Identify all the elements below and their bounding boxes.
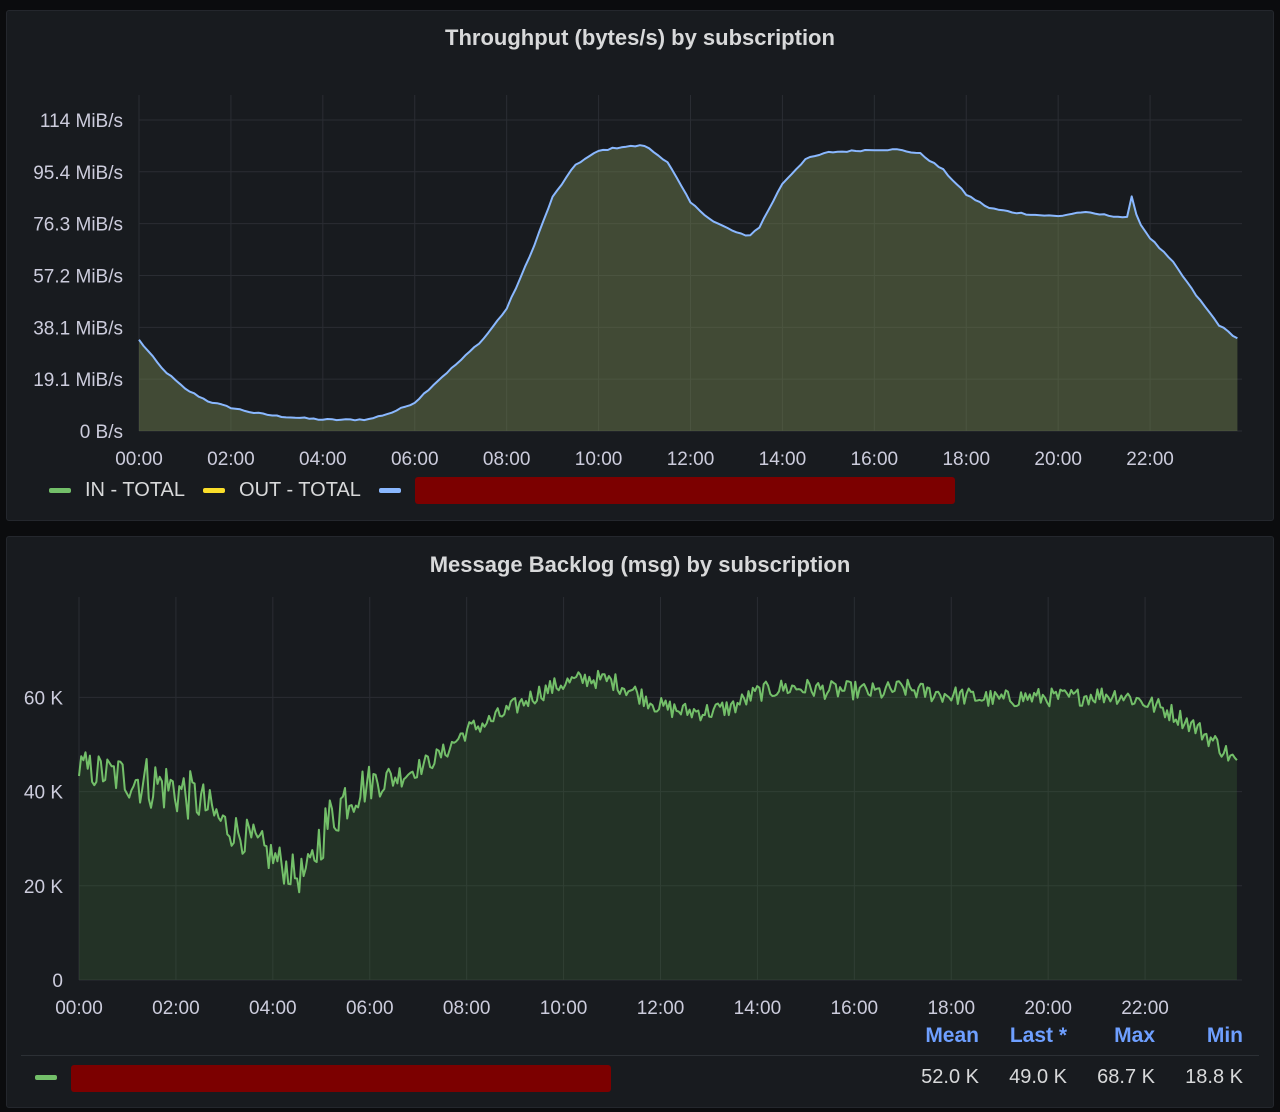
series-line: [78, 669, 1238, 894]
x-tick-label: 10:00: [540, 998, 588, 1019]
x-tick-label: 10:00: [575, 449, 623, 470]
stat-min: 18.8 K: [1185, 1066, 1243, 1088]
y-tick-label: 76.3 MiB/s: [33, 215, 123, 236]
legend-swatch: [378, 488, 401, 493]
x-tick-label: 06:00: [391, 449, 439, 470]
x-tick-label: 08:00: [483, 449, 531, 470]
x-tick-label: 20:00: [1024, 998, 1072, 1019]
stat-header-mean[interactable]: Mean: [925, 1024, 979, 1047]
throughput-legend: IN - TOTAL OUT - TOTAL: [49, 477, 973, 504]
x-tick-label: 16:00: [831, 998, 879, 1019]
y-tick-label: 19.1 MiB/s: [33, 370, 123, 391]
y-tick-label: 57.2 MiB/s: [33, 266, 123, 287]
x-tick-label: 20:00: [1034, 449, 1082, 470]
legend-item-in-total[interactable]: IN - TOTAL: [49, 479, 185, 502]
x-tick-label: 00:00: [55, 998, 103, 1019]
x-tick-label: 16:00: [851, 449, 899, 470]
stat-mean: 52.0 K: [921, 1066, 979, 1088]
backlog-chart: 0 20 K 40 K 60 K 00:00 02:00 04:00 06:00 08:00 10…: [24, 597, 1242, 1019]
legend-label: IN - TOTAL: [85, 479, 186, 501]
legend-swatch: [35, 1075, 57, 1080]
y-tick-label: 40 K: [24, 783, 63, 804]
panel-title[interactable]: Throughput (bytes/s) by subscription: [445, 25, 835, 50]
legend-item-out-total[interactable]: OUT - TOTAL: [203, 479, 361, 502]
redacted-label: [414, 477, 955, 504]
series-area: [79, 670, 1237, 980]
legend-swatch: [49, 488, 71, 493]
legend-row[interactable]: 52.0 K 49.0 K 68.7 K 18.8 K: [7, 1061, 1273, 1095]
x-tick-label: 00:00: [115, 449, 163, 470]
stat-max: 68.7 K: [1097, 1066, 1155, 1088]
stat-header-min[interactable]: Min: [1206, 1024, 1243, 1047]
x-tick-label: 04:00: [299, 449, 347, 470]
x-tick-label: 04:00: [249, 998, 297, 1019]
y-tick-label: 95.4 MiB/s: [33, 163, 123, 184]
stat-header-max[interactable]: Max: [1114, 1024, 1155, 1047]
x-tick-label: 22:00: [1121, 998, 1169, 1019]
series-line: [138, 144, 1238, 422]
y-tick-label: 38.1 MiB/s: [33, 318, 123, 339]
panel-title[interactable]: Message Backlog (msg) by subscription: [429, 552, 851, 577]
legend-item-redacted[interactable]: [378, 477, 955, 504]
legend-label: OUT - TOTAL: [239, 479, 361, 501]
redacted-label: [71, 1065, 611, 1092]
x-tick-label: 02:00: [207, 449, 255, 470]
x-tick-label: 14:00: [759, 449, 807, 470]
throughput-chart: 0 B/s 19.1 MiB/s 38.1 MiB/s 57.2 MiB/s 76.3 …: [33, 95, 1242, 470]
stat-header-last[interactable]: Last *: [1009, 1024, 1067, 1047]
x-tick-label: 12:00: [667, 449, 715, 470]
y-tick-label: 114 MiB/s: [40, 111, 123, 132]
x-tick-label: 08:00: [443, 998, 491, 1019]
y-tick-label: 0 B/s: [80, 422, 123, 443]
y-tick-label: 60 K: [24, 688, 63, 709]
legend-swatch: [203, 488, 226, 493]
y-tick-label: 20 K: [24, 877, 63, 898]
y-tick-label: 0: [52, 971, 63, 992]
x-tick-label: 22:00: [1126, 449, 1174, 470]
x-tick-label: 06:00: [346, 998, 394, 1019]
legend-divider: [21, 1055, 1259, 1056]
x-tick-label: 18:00: [942, 449, 990, 470]
series-area: [139, 145, 1238, 431]
x-tick-label: 12:00: [637, 998, 685, 1019]
throughput-panel: Throughput (bytes/s) by subscription 0 B…: [6, 10, 1274, 521]
x-tick-label: 02:00: [152, 998, 200, 1019]
x-tick-label: 18:00: [927, 998, 975, 1019]
legend-table-header: Mean Last * Max Min: [7, 1024, 1273, 1050]
x-tick-label: 14:00: [734, 998, 782, 1019]
stat-last: 49.0 K: [1009, 1066, 1067, 1088]
